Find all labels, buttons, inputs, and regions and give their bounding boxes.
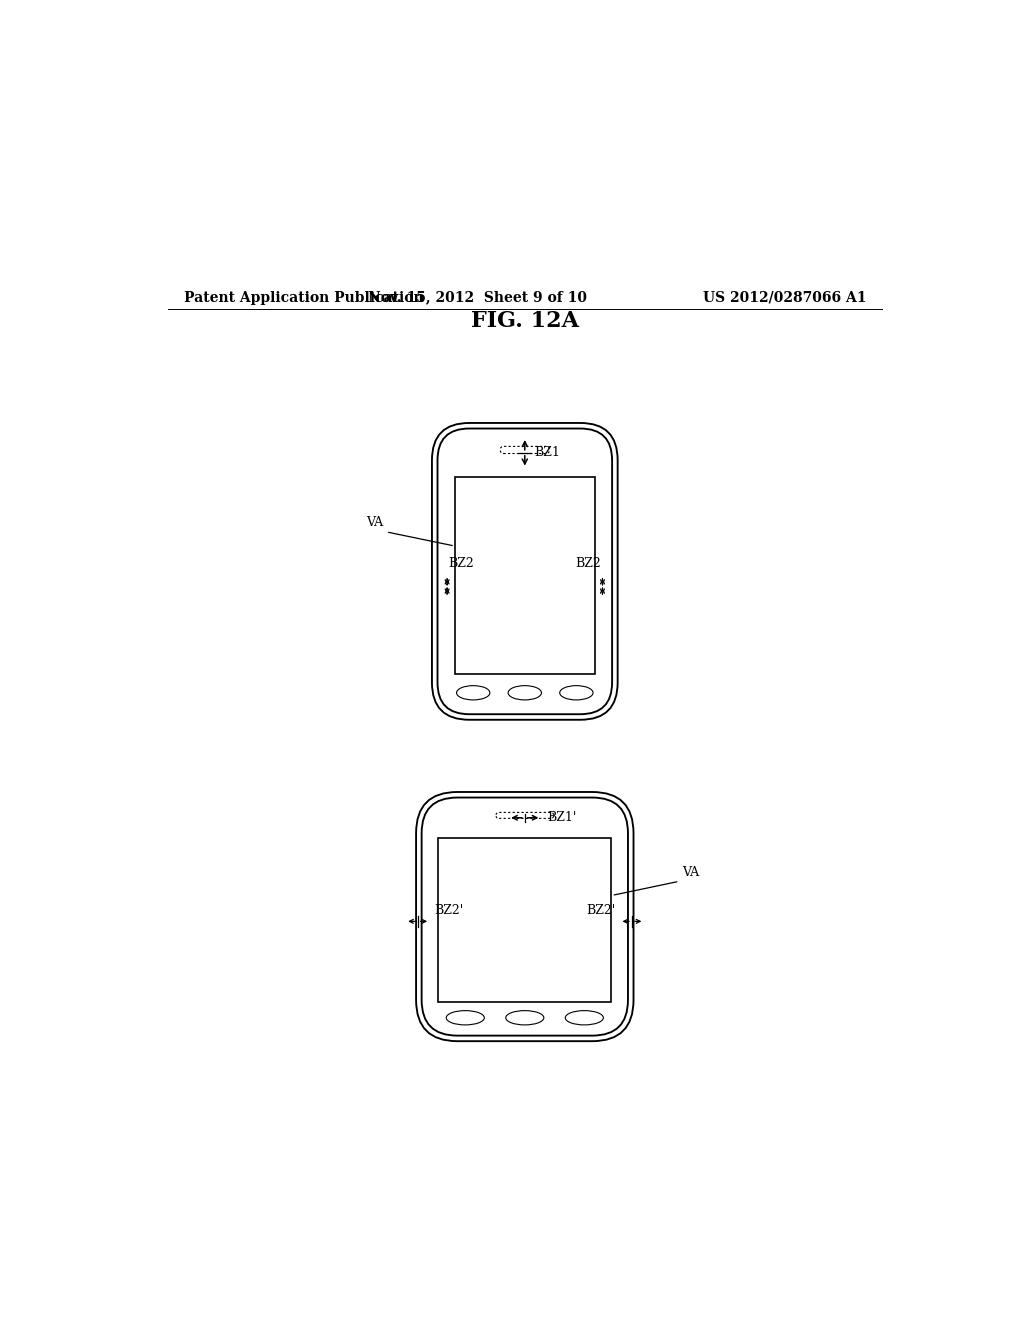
FancyBboxPatch shape [422, 797, 628, 1036]
Text: BZ1': BZ1' [548, 812, 578, 824]
Bar [455, 477, 595, 675]
Ellipse shape [565, 1011, 603, 1024]
Text: BZ2: BZ2 [449, 557, 474, 570]
Text: VA: VA [367, 516, 383, 529]
Ellipse shape [506, 1011, 544, 1024]
Text: VA: VA [682, 866, 699, 879]
Ellipse shape [560, 685, 593, 700]
Ellipse shape [446, 1011, 484, 1024]
FancyBboxPatch shape [496, 812, 554, 818]
Ellipse shape [457, 685, 489, 700]
Text: BZ2: BZ2 [575, 557, 601, 570]
FancyBboxPatch shape [416, 792, 634, 1041]
FancyBboxPatch shape [437, 429, 612, 714]
Text: BZ2': BZ2' [587, 904, 615, 917]
Text: FIG. 12B: FIG. 12B [470, 655, 580, 676]
Text: Nov. 15, 2012  Sheet 9 of 10: Nov. 15, 2012 Sheet 9 of 10 [368, 290, 587, 305]
FancyBboxPatch shape [432, 422, 617, 719]
Text: FIG. 12A: FIG. 12A [471, 310, 579, 331]
Bar [438, 838, 611, 1002]
Text: BZ1: BZ1 [535, 446, 560, 459]
Text: BZ2': BZ2' [434, 904, 463, 917]
FancyBboxPatch shape [501, 446, 549, 454]
Ellipse shape [508, 685, 542, 700]
Text: US 2012/0287066 A1: US 2012/0287066 A1 [702, 290, 866, 305]
Text: Patent Application Publication: Patent Application Publication [183, 290, 423, 305]
